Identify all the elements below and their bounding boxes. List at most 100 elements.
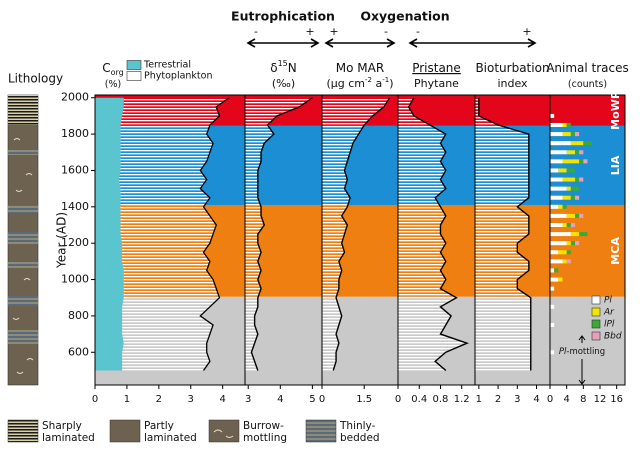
bar-segment xyxy=(550,113,555,118)
panel-unit: (‰) xyxy=(272,77,295,90)
x-tick-label: 1 xyxy=(476,394,482,405)
x-tick-label: 0 xyxy=(319,394,325,405)
lithology-legend-label: Burrow- xyxy=(243,420,284,432)
bar-segment xyxy=(570,241,575,246)
lithology-legend-label: laminated xyxy=(42,432,95,444)
header-arrow xyxy=(408,38,537,48)
x-tick-label: 12 xyxy=(594,394,607,405)
x-tick-label: 4 xyxy=(563,394,569,405)
x-tick-label: 4 xyxy=(277,394,283,405)
bar-segment xyxy=(550,213,567,218)
x-tick-label: 3 xyxy=(188,394,194,405)
bar-segment xyxy=(554,268,559,273)
bar-segment xyxy=(550,277,559,282)
title-part: N xyxy=(288,61,297,75)
panel-title: Bioturbation xyxy=(475,61,549,75)
fill-area xyxy=(398,97,468,371)
period-label: MCA xyxy=(609,237,622,265)
bar-segment xyxy=(562,195,571,200)
y-tick-label: 1200 xyxy=(61,236,89,249)
bar-segment xyxy=(558,277,563,282)
bar-segment xyxy=(550,268,555,273)
legend-label: Phytoplankton xyxy=(144,71,212,82)
annotation-part: Pl xyxy=(559,347,567,357)
bar-segment xyxy=(562,159,580,164)
bar-segment xyxy=(550,186,567,191)
lithology-legend-label: mottling xyxy=(243,432,287,444)
panel-unit: index xyxy=(497,77,528,90)
legend-label: Pl xyxy=(604,296,612,306)
bar-segment xyxy=(570,132,575,137)
bar-segment xyxy=(550,195,563,200)
y-tick-label: 600 xyxy=(68,345,89,358)
legend-label: lPl xyxy=(604,320,615,330)
bar-segment xyxy=(550,177,563,182)
panel-unit: (counts) xyxy=(568,79,607,90)
bar-segment xyxy=(550,141,571,146)
bar-segment xyxy=(575,150,580,155)
period-label: LIA xyxy=(609,155,622,175)
bar-segment xyxy=(579,232,588,237)
title-part: org xyxy=(111,68,124,77)
x-tick-label: 0.8 xyxy=(433,394,449,405)
panel-title: Corg xyxy=(102,61,124,78)
bar-segment xyxy=(566,259,571,264)
panel-frame xyxy=(549,94,626,386)
x-tick-label: 0 xyxy=(92,394,98,405)
annotation-arrow xyxy=(578,335,586,385)
line xyxy=(250,97,313,371)
lithology-column xyxy=(7,94,39,386)
bar-segment xyxy=(583,159,588,164)
lithology-title: Lithology xyxy=(8,72,63,86)
bar-segment xyxy=(550,204,559,209)
x-tick-label: 16 xyxy=(610,394,623,405)
panel-title: δ15N xyxy=(270,59,297,75)
x-tick-label: 3 xyxy=(514,394,520,405)
bar-segment xyxy=(570,232,580,237)
bar-segment xyxy=(579,150,584,155)
title-part: Pristane xyxy=(412,61,461,75)
x-tick-label: 2 xyxy=(156,394,162,405)
title-part: 15 xyxy=(278,59,288,68)
header: Oxygenation xyxy=(360,9,449,24)
lithology-legend-label: Partly xyxy=(144,420,174,432)
panel-title: Mo MAR xyxy=(336,61,384,75)
arrow-sign: - xyxy=(416,25,420,38)
y-tick-label: 2000 xyxy=(61,91,89,104)
bar-segment xyxy=(570,195,575,200)
x-tick-label: 3 xyxy=(245,394,251,405)
lithology-legend-label: laminated xyxy=(144,432,197,444)
bar-segment xyxy=(562,132,571,137)
bar-segment xyxy=(550,223,563,227)
bar-segment xyxy=(566,150,575,155)
fill-area xyxy=(475,97,531,371)
y-tick-label: 1400 xyxy=(61,200,89,213)
bar-segment xyxy=(566,168,575,173)
y-tick-label: 1800 xyxy=(61,127,89,140)
bar-segment xyxy=(550,150,567,155)
y-axis-label: Year (AD) xyxy=(55,212,69,269)
title-part: C xyxy=(102,61,110,75)
total-line xyxy=(199,97,230,371)
bar-segment xyxy=(566,213,575,218)
bar-segment xyxy=(550,250,559,255)
unit-part: (μg cm xyxy=(326,77,365,90)
bar-segment xyxy=(575,241,580,246)
arrow-sign: - xyxy=(384,25,388,38)
legend-swatch xyxy=(126,71,142,81)
legend-swatch xyxy=(591,331,601,341)
bar-segment xyxy=(562,123,567,127)
area xyxy=(118,97,230,371)
bar-segment xyxy=(579,159,584,164)
bar-segment xyxy=(579,177,584,182)
arrow-sign: + xyxy=(329,25,338,38)
line xyxy=(332,97,391,371)
bar-segment xyxy=(558,204,563,209)
bar-segment xyxy=(558,168,567,173)
period-label: MoWP xyxy=(609,91,622,130)
title-part: δ xyxy=(270,61,277,75)
arrow-sign: + xyxy=(522,25,531,38)
x-tick-label: 0 xyxy=(395,394,401,405)
bar-segment xyxy=(550,323,555,327)
x-tick-label: 8 xyxy=(580,394,586,405)
